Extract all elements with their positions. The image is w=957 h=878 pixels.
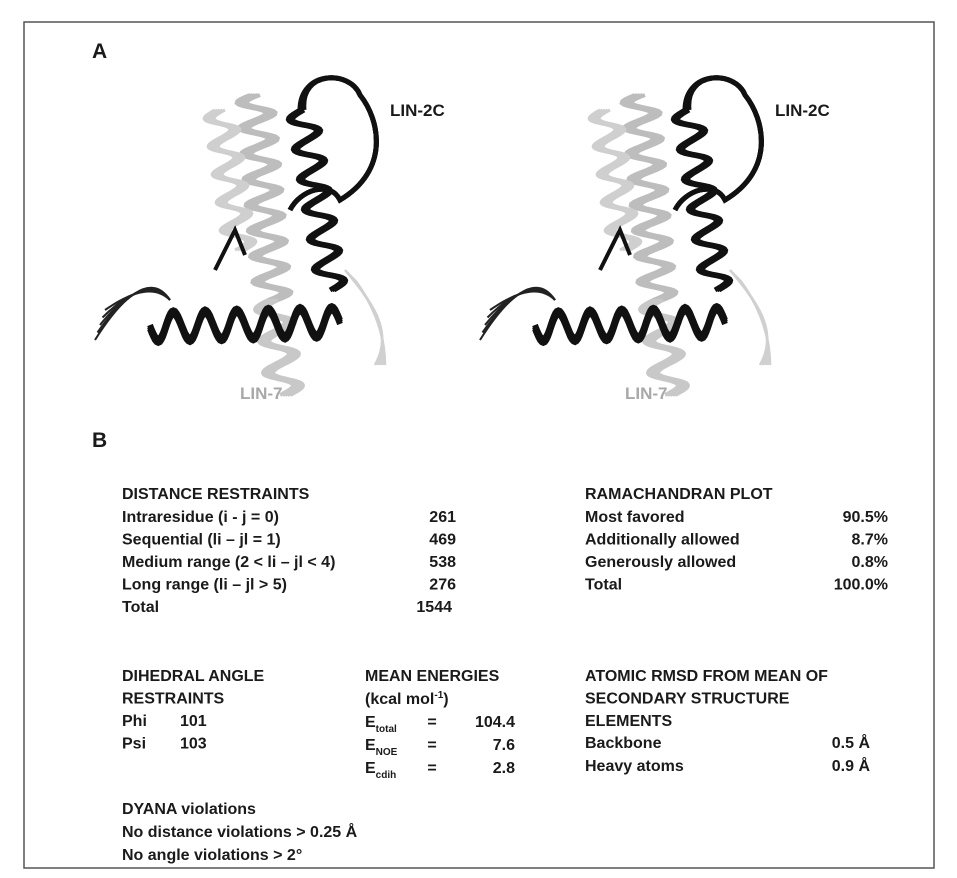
chain-label: LIN-2C: [390, 101, 445, 120]
row-value: 103: [180, 736, 207, 753]
structure-view: [480, 78, 770, 395]
row-label: Generously allowed: [585, 554, 736, 571]
panel-label: B: [92, 429, 107, 452]
row-label: Intraresidue (i - j = 0): [122, 509, 279, 526]
section-title: MEAN ENERGIES: [365, 668, 500, 685]
section-title: RESTRAINTS: [122, 691, 225, 708]
chain-label: LIN-7: [240, 384, 283, 403]
section-title: ELEMENTS: [585, 713, 672, 730]
row-value: 0.9 Å: [832, 756, 871, 775]
section-title: DYANA violations: [122, 801, 256, 818]
loop-lin-7: [738, 278, 769, 366]
row-value: 0.8%: [852, 554, 888, 571]
energy-term: Etotal: [365, 714, 397, 735]
molecules: [95, 78, 770, 395]
figure: A LIN-2C LIN-7 LIN-2C LIN-7 B DISTANCE RESTRAI…: [0, 0, 957, 878]
row-value: 538: [429, 554, 456, 571]
row-label: Phi: [122, 713, 147, 730]
row-value: 100.0%: [834, 577, 888, 594]
frame: [24, 22, 934, 868]
row-label: Long range (li – jl > 5): [122, 577, 287, 594]
row-label: Medium range (2 < li – jl < 4): [122, 554, 335, 571]
row-value: 261: [429, 509, 456, 526]
section-title: SECONDARY STRUCTURE: [585, 691, 790, 708]
relation: =: [427, 737, 436, 754]
loop-lin-7: [353, 278, 384, 366]
helix-lin-7: [247, 95, 292, 300]
row-value: 104.4: [475, 714, 515, 731]
chain-label: LIN-7: [625, 384, 668, 403]
row-value: 90.5%: [843, 509, 888, 526]
row-label: Heavy atoms: [585, 758, 684, 775]
row-label: Sequential (li – jl = 1): [122, 532, 281, 549]
section-title: DIHEDRAL ANGLE: [122, 668, 265, 685]
chain-label: LIN-2C: [775, 101, 830, 120]
energy-symbol: E: [365, 760, 376, 777]
unit-text: (kcal mol: [365, 691, 434, 708]
helix-lin-7: [632, 95, 677, 300]
energy-term: ENOE: [365, 737, 398, 758]
unit-suffix: ): [443, 691, 448, 708]
row-value: 7.6: [493, 737, 515, 754]
panel-label: A: [92, 40, 107, 63]
row-value: 1544: [416, 599, 452, 616]
section-title: DISTANCE RESTRAINTS: [122, 486, 310, 503]
energy-symbol: E: [365, 737, 376, 754]
row-value: 8.7%: [852, 532, 888, 549]
relation: =: [427, 714, 436, 731]
energy-subscript: total: [376, 724, 397, 735]
row-value: 101: [180, 713, 207, 730]
row-value: 469: [429, 532, 456, 549]
row-label: No angle violations > 2°: [122, 847, 302, 864]
row-label: Most favored: [585, 509, 685, 526]
energy-subscript: NOE: [376, 747, 398, 758]
relation: =: [427, 760, 436, 777]
row-value: 0.5 Å: [832, 733, 871, 752]
section-title: RAMACHANDRAN PLOT: [585, 486, 773, 503]
energy-symbol: E: [365, 714, 376, 731]
section-title: ATOMIC RMSD FROM MEAN OF: [585, 668, 828, 685]
row-value: 276: [429, 577, 456, 594]
row-label: Backbone: [585, 735, 662, 752]
row-value: 2.8: [493, 760, 515, 777]
row-label: Additionally allowed: [585, 532, 740, 549]
structure-view: [95, 78, 385, 395]
row-label: Psi: [122, 736, 146, 753]
energy-term: Ecdih: [365, 760, 396, 781]
row-label: Total: [122, 599, 159, 616]
row-label: No distance violations > 0.25 Å: [122, 822, 358, 841]
unit: (kcal mol-1): [365, 690, 449, 708]
row-label: Total: [585, 577, 622, 594]
energy-subscript: cdih: [376, 770, 397, 781]
